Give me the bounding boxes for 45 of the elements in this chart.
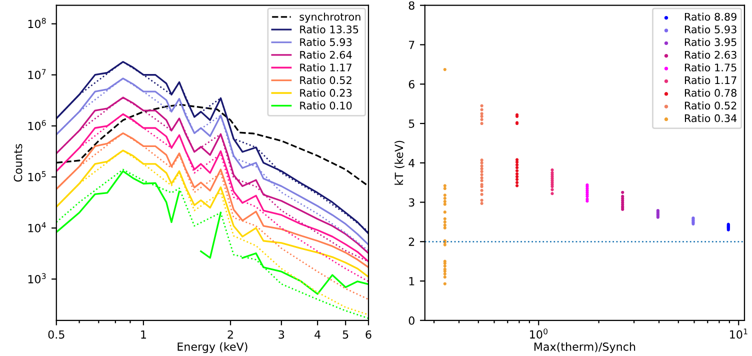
legend-label: Ratio 0.23 <box>300 88 352 97</box>
y-tick-label: 10$^{7}$ <box>28 69 46 80</box>
legend-label: Ratio 0.52 <box>684 101 736 110</box>
x-tick-label: 10$^{1}$ <box>730 328 748 339</box>
x-tick-label: 10$^{0}$ <box>530 328 548 339</box>
legend-label: synchrotron <box>300 12 360 23</box>
y-tick-label: 5 <box>408 120 414 128</box>
y-tick-label: 2 <box>408 238 414 246</box>
y-tick-label: 3 <box>408 198 414 207</box>
y-tick-label: 10$^{4}$ <box>28 222 46 232</box>
x-tick-label: 4 <box>314 330 320 339</box>
legend-label: Ratio 13.35 <box>300 25 358 34</box>
y-tick-label: 10$^{5}$ <box>28 171 46 182</box>
x-tick-label: 0.5 <box>48 330 64 339</box>
y-tick-label: 7 <box>409 40 414 49</box>
y-tick-label: 0 <box>408 316 414 325</box>
legend-label: Ratio 5.93 <box>684 25 736 34</box>
y-tick-label: 10$^{6}$ <box>28 120 46 130</box>
y-tick-label: 10$^{8}$ <box>28 18 46 28</box>
x-tick-label: 5 <box>342 330 348 339</box>
y-tick-label: 1 <box>409 277 414 286</box>
legend-label: Ratio 5.93 <box>300 38 352 46</box>
x-tick-label: 3 <box>278 330 284 339</box>
y-axis-title: kT (keV) <box>394 140 404 185</box>
legend-label: Ratio 1.17 <box>684 76 736 84</box>
legend-label: Ratio 0.78 <box>684 88 736 97</box>
legend-label: Ratio 8.89 <box>684 12 736 21</box>
y-tick-label: 6 <box>408 80 414 88</box>
legend-label: Ratio 0.34 <box>684 114 737 122</box>
x-tick-label: 6 <box>366 330 372 339</box>
y-axis-title: Counts <box>14 144 22 182</box>
legend-label: Ratio 0.10 <box>300 101 352 110</box>
legend-label: Ratio 3.95 <box>684 38 736 46</box>
legend-label: Ratio 2.63 <box>684 50 736 59</box>
x-tick-label: 1 <box>141 330 146 339</box>
x-axis-title: Energy (keV) <box>178 342 248 354</box>
legend-label: Ratio 1.75 <box>684 63 736 72</box>
y-tick-label: 4 <box>408 158 415 168</box>
legend-label: Ratio 2.64 <box>300 50 352 59</box>
y-tick-label: 10$^{3}$ <box>28 273 46 284</box>
y-tick-label: 8 <box>408 1 414 10</box>
x-axis-title: Max(therm)/Synch <box>534 342 636 354</box>
legend-label: Ratio 1.17 <box>300 63 352 72</box>
x-tick-label: 2 <box>228 330 233 339</box>
legend-label: Ratio 0.52 <box>300 76 352 84</box>
